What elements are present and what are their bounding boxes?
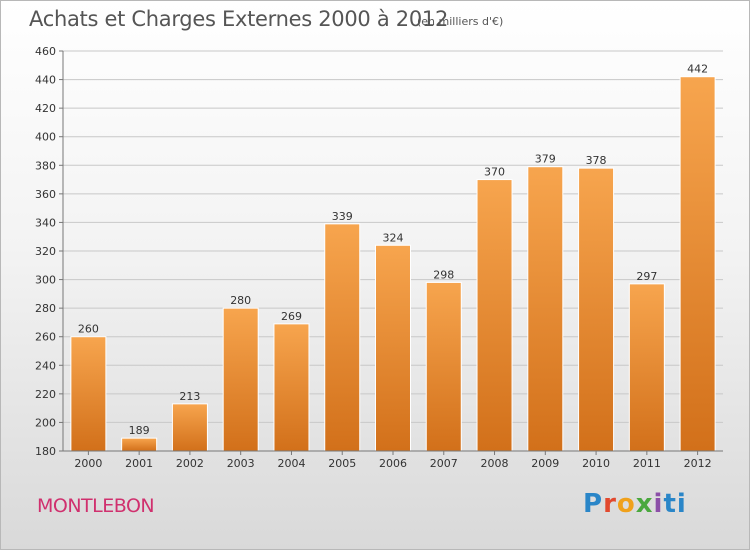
data-label-2001: 189 xyxy=(129,424,150,437)
x-tick-label-2010: 2010 xyxy=(582,457,610,470)
y-tick-label: 220 xyxy=(35,388,56,401)
data-label-2007: 298 xyxy=(433,268,454,281)
data-label-2002: 213 xyxy=(179,390,200,403)
bar-2011 xyxy=(628,283,665,452)
y-tick-label: 320 xyxy=(35,245,56,258)
bar-2009 xyxy=(527,166,564,452)
x-tick-label-2007: 2007 xyxy=(430,457,458,470)
x-tick-label-2011: 2011 xyxy=(633,457,661,470)
x-tick-label-2012: 2012 xyxy=(684,457,712,470)
data-label-2000: 260 xyxy=(78,323,99,336)
axes xyxy=(59,50,723,455)
place-name: MONTLEBON xyxy=(37,495,155,517)
y-tick-label: 420 xyxy=(35,102,56,115)
bar-2000 xyxy=(70,336,107,452)
chart-title: Achats et Charges Externes 2000 à 2012 xyxy=(29,7,449,31)
data-label-2011: 297 xyxy=(636,270,657,283)
y-tick-label: 400 xyxy=(35,131,56,144)
data-label-2005: 339 xyxy=(332,210,353,223)
data-label-2009: 379 xyxy=(535,153,556,166)
bar-2001 xyxy=(121,437,158,452)
chart-unit-note: (en milliers d'€) xyxy=(417,15,504,28)
x-tick-label-2005: 2005 xyxy=(328,457,356,470)
bar-2008 xyxy=(476,179,513,452)
y-tick-label: 360 xyxy=(35,188,56,201)
data-label-2008: 370 xyxy=(484,166,505,179)
data-label-2004: 269 xyxy=(281,310,302,323)
labels: 180 200 220 240 260 280 300 320 340 360 380 400 420 4… xyxy=(35,45,712,470)
bar-2005 xyxy=(324,223,361,452)
y-tick-label: 260 xyxy=(35,331,56,344)
x-tick-label-2006: 2006 xyxy=(379,457,407,470)
bar-2002 xyxy=(171,403,208,452)
x-tick-label-2003: 2003 xyxy=(227,457,255,470)
y-tick-label: 380 xyxy=(35,159,56,172)
x-tick-label-2001: 2001 xyxy=(125,457,153,470)
y-tick-label: 300 xyxy=(35,274,56,287)
y-tick-label: 440 xyxy=(35,74,56,87)
bar-2006 xyxy=(375,244,411,452)
data-label-2006: 324 xyxy=(383,231,404,244)
bar-2003 xyxy=(222,307,259,452)
bar-2010 xyxy=(578,167,615,452)
data-label-2012: 442 xyxy=(687,63,708,76)
y-tick-label: 460 xyxy=(35,45,56,58)
data-label-2003: 280 xyxy=(230,294,251,307)
y-tick-label: 180 xyxy=(35,445,56,458)
y-tick-label: 200 xyxy=(35,416,56,429)
y-tick-label: 280 xyxy=(35,302,56,315)
proxiti-logo: Proxiti xyxy=(583,489,687,519)
y-tick-label: 340 xyxy=(35,216,56,229)
bar-2004 xyxy=(273,323,310,452)
bar-2007 xyxy=(425,281,462,452)
bar-2012 xyxy=(679,76,716,452)
data-label-2010: 378 xyxy=(586,154,607,167)
x-tick-label-2004: 2004 xyxy=(277,457,305,470)
x-tick-label-2008: 2008 xyxy=(481,457,509,470)
bars xyxy=(70,76,716,452)
x-tick-label-2000: 2000 xyxy=(74,457,102,470)
x-tick-label-2002: 2002 xyxy=(176,457,204,470)
y-tick-label: 240 xyxy=(35,359,56,372)
x-tick-label-2009: 2009 xyxy=(531,457,559,470)
